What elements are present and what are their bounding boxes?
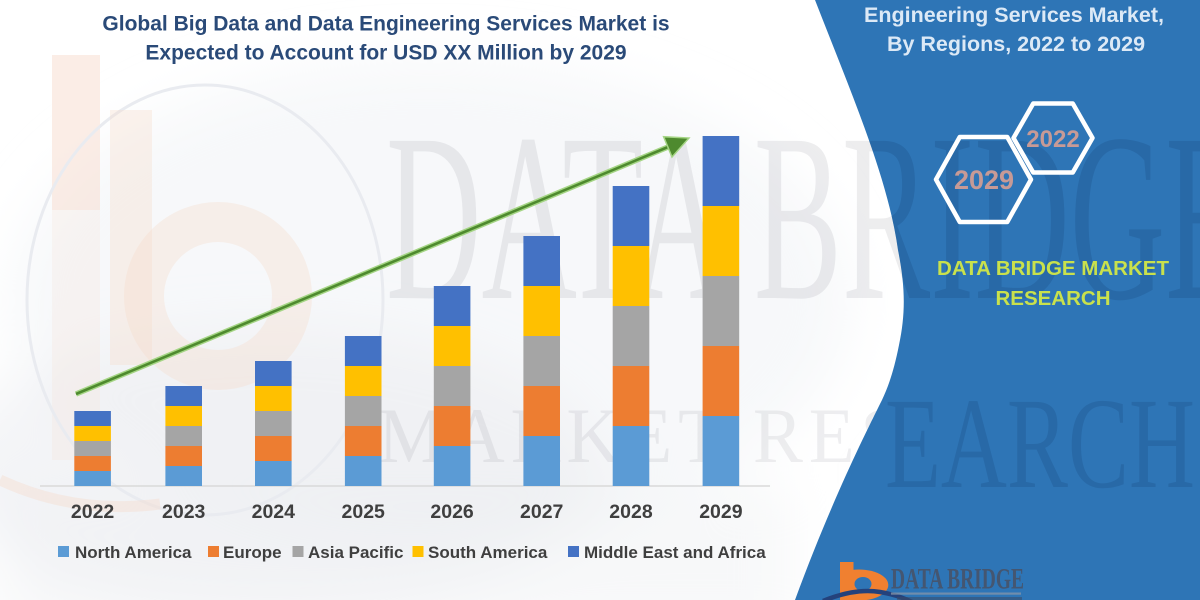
svg-text:2027: 2027: [520, 501, 563, 523]
svg-text:DATA BRIDGE MARKET: DATA BRIDGE MARKET: [937, 257, 1169, 280]
svg-text:Europe: Europe: [223, 543, 282, 562]
svg-text:2025: 2025: [342, 501, 386, 523]
svg-text:North America: North America: [75, 543, 192, 562]
svg-text:By Regions, 2022 to 2029: By Regions, 2022 to 2029: [887, 32, 1145, 56]
svg-text:Middle East and Africa: Middle East and Africa: [584, 543, 766, 562]
svg-text:2024: 2024: [252, 501, 296, 523]
svg-text:2023: 2023: [162, 501, 206, 523]
svg-text:South America: South America: [428, 543, 548, 562]
svg-text:2029: 2029: [699, 501, 743, 523]
svg-text:2028: 2028: [609, 501, 653, 523]
svg-text:2022: 2022: [71, 501, 115, 523]
svg-text:RESEARCH: RESEARCH: [995, 287, 1110, 310]
svg-text:2029: 2029: [954, 165, 1014, 195]
svg-text:Engineering Services Market,: Engineering Services Market,: [864, 3, 1164, 27]
svg-text:2026: 2026: [430, 501, 474, 523]
svg-text:Global Big Data and Data Engin: Global Big Data and Data Engineering Ser…: [102, 13, 669, 36]
svg-text:EARCH: EARCH: [885, 372, 1195, 516]
svg-text:DATA BRIDGE: DATA BRIDGE: [891, 563, 1024, 596]
svg-text:Asia Pacific: Asia Pacific: [308, 543, 403, 562]
svg-text:2022: 2022: [1026, 126, 1079, 153]
svg-text:Expected to Account for USD XX: Expected to Account for USD XX Million b…: [145, 42, 626, 65]
